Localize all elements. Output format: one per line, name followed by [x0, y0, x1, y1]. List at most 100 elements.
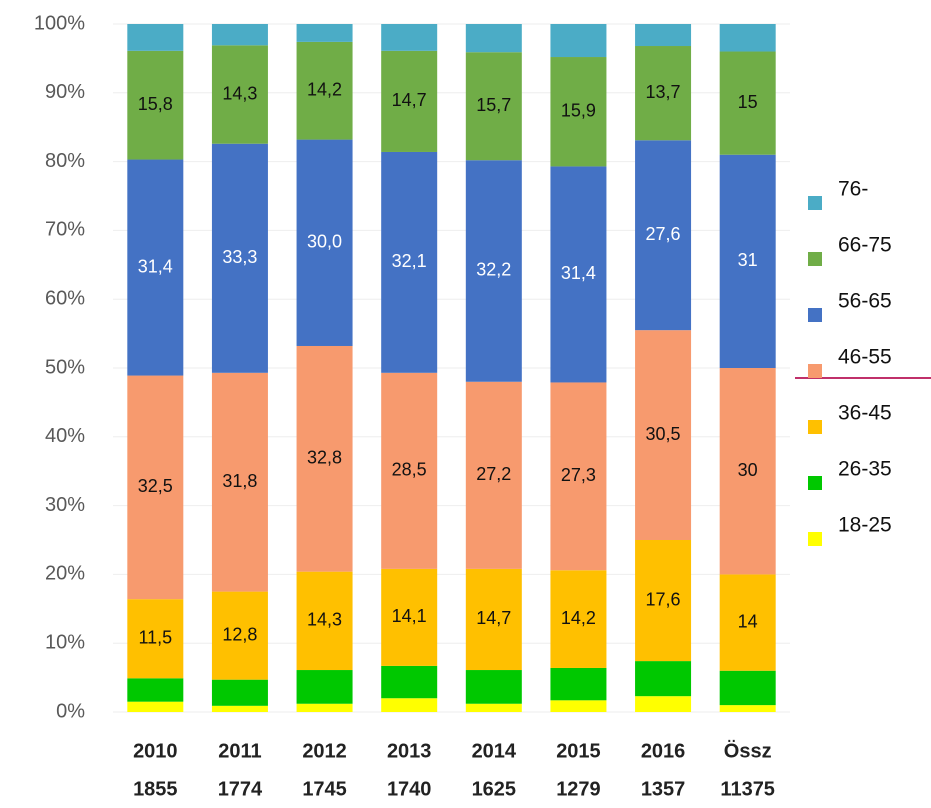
data-label: 31 [738, 250, 758, 270]
y-tick-label: 20% [45, 563, 85, 585]
bar-segment [635, 24, 692, 47]
bar-segment [211, 45, 268, 144]
bar-segment [465, 381, 522, 569]
bar-segment [550, 570, 607, 668]
data-label: 15 [738, 92, 758, 112]
bar-segment [550, 166, 607, 383]
bar-segment [635, 540, 692, 662]
bar-segment [635, 140, 692, 331]
sample-size-label: 1855 [133, 778, 178, 800]
x-tick-label: 2011 [218, 740, 261, 762]
bar-segment [127, 678, 184, 702]
bar-segment [296, 670, 353, 704]
data-label: 30,0 [307, 232, 342, 252]
bar-segment [381, 698, 438, 712]
bar-segment [381, 50, 438, 152]
bar-segment [127, 24, 184, 51]
data-label: 32,1 [392, 251, 427, 271]
data-label: 32,2 [476, 260, 511, 280]
legend-label: 46-55 [838, 346, 892, 369]
legend-label: 76- [838, 178, 868, 201]
bar-segment [719, 154, 776, 368]
y-tick-label: 90% [45, 81, 85, 103]
sample-size-label: 1745 [302, 778, 347, 800]
bar-segment [296, 41, 353, 140]
y-tick-label: 70% [45, 219, 85, 241]
bar-segment [296, 571, 353, 671]
sample-size-label: 11375 [720, 778, 775, 800]
data-label: 28,5 [392, 460, 427, 480]
bar-segment [465, 160, 522, 382]
bar-segment [381, 151, 438, 373]
data-label: 31,4 [561, 263, 596, 283]
data-label: 32,5 [138, 476, 173, 496]
y-tick-label: 50% [45, 356, 85, 378]
bar-segment [211, 591, 268, 680]
data-label: 31,8 [222, 471, 257, 491]
bar-segment [381, 372, 438, 569]
bar-segment [127, 599, 184, 679]
data-label: 27,6 [646, 224, 681, 244]
y-tick-label: 40% [45, 425, 85, 447]
legend-label: 56-65 [838, 290, 892, 313]
legend-swatch [808, 420, 822, 434]
data-label: 32,8 [307, 448, 342, 468]
bar-segment [550, 57, 607, 167]
bar-segment [127, 701, 184, 712]
bar-segment [635, 696, 692, 712]
legend-label: 66-75 [838, 234, 892, 257]
bar-segment [719, 574, 776, 671]
data-label: 14,1 [392, 606, 427, 626]
data-label: 15,8 [138, 94, 173, 114]
x-tick-label: 2013 [387, 740, 432, 762]
bar-segment [211, 372, 268, 592]
bar-segment [296, 345, 353, 572]
bar-segment [211, 705, 268, 712]
x-tick-label: 2012 [302, 740, 347, 762]
bar-segment [296, 139, 353, 346]
legend-swatch [808, 476, 822, 490]
bar-segment [211, 679, 268, 706]
x-tick-label: 2014 [472, 740, 517, 762]
x-tick-label: Össz [724, 739, 772, 762]
bar-segment [635, 330, 692, 540]
data-label: 14,7 [392, 90, 427, 110]
bar-segment [381, 568, 438, 666]
legend-label: 18-25 [838, 514, 892, 537]
sample-size-label: 1774 [218, 778, 263, 800]
bar-segment [211, 143, 268, 373]
x-tick-label: 2015 [556, 740, 601, 762]
data-label: 30 [738, 460, 758, 480]
bar-segment [635, 661, 692, 697]
bar-segment [465, 670, 522, 704]
legend-label: 26-35 [838, 458, 892, 481]
bar-segment [296, 24, 353, 42]
data-label: 14,2 [307, 79, 342, 99]
data-label: 17,6 [646, 589, 681, 609]
data-label: 33,3 [222, 247, 257, 267]
bar-segment [465, 52, 522, 161]
bar-segment [550, 667, 607, 701]
legend-label: 36-45 [838, 402, 892, 425]
data-label: 12,8 [222, 624, 257, 644]
data-label: 14 [738, 611, 758, 631]
sample-size-label: 1279 [556, 778, 601, 800]
data-label: 14,3 [222, 83, 257, 103]
bar-segment [635, 46, 692, 141]
data-label: 15,7 [476, 95, 511, 115]
data-label: 31,4 [138, 256, 173, 276]
bar-segment [719, 51, 776, 155]
data-label: 14,3 [307, 610, 342, 630]
y-tick-label: 80% [45, 150, 85, 172]
sample-size-label: 1740 [387, 778, 432, 800]
bar-segment [550, 700, 607, 712]
bar-segment [465, 703, 522, 712]
legend-swatch [808, 532, 822, 546]
legend-swatch [808, 364, 822, 378]
legend-swatch [808, 196, 822, 210]
data-label: 14,2 [561, 608, 596, 628]
bar-segment [211, 24, 268, 46]
bar-segment [381, 24, 438, 51]
bar-segment [127, 50, 184, 160]
